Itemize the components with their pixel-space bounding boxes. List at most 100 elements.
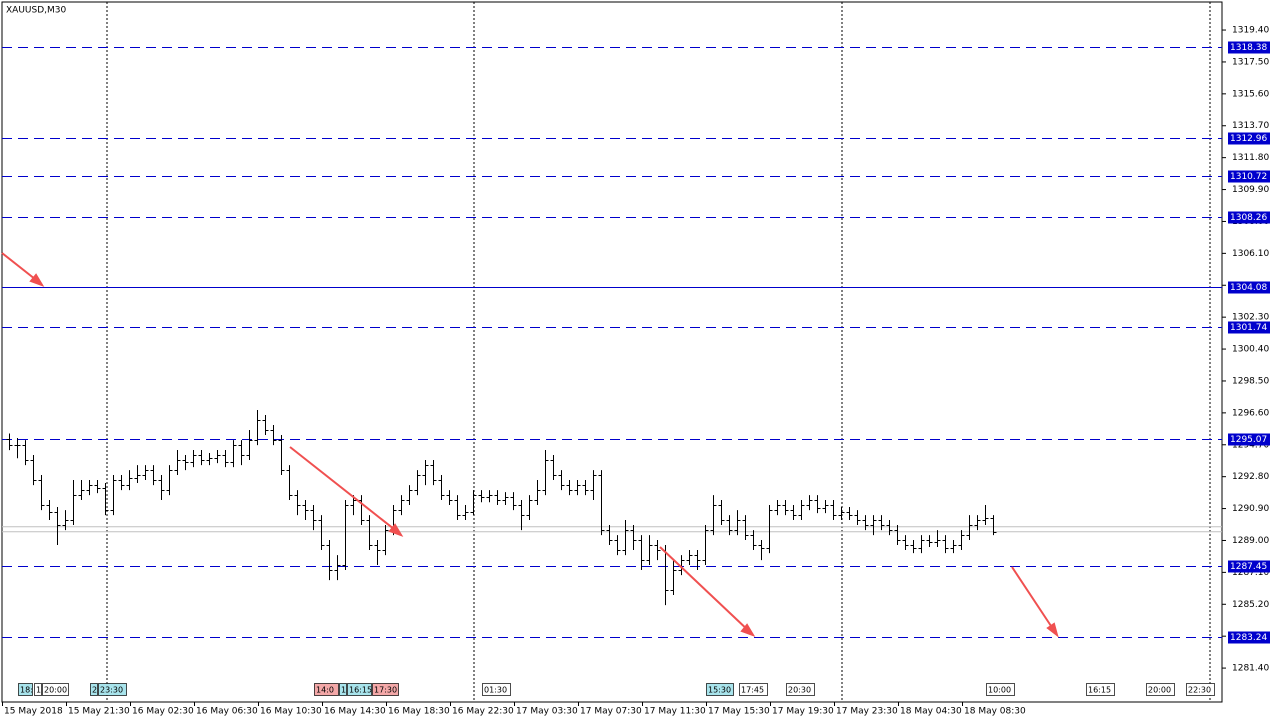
x-tick-label: 17 May 07:30	[580, 707, 642, 717]
event-label: 01:30	[484, 686, 507, 695]
level-label-box	[1228, 41, 1270, 54]
x-tick-label: 17 May 23:30	[836, 707, 898, 717]
event-label: 1	[36, 686, 41, 695]
x-tick-label: 17 May 11:30	[644, 707, 706, 717]
x-tick-label: 18 May 08:30	[964, 707, 1026, 717]
event-label-box	[482, 683, 511, 696]
level-label-box	[1228, 132, 1270, 145]
level-label-box	[1228, 321, 1270, 334]
event-label-box	[18, 683, 33, 696]
level-label: 1310.72	[1230, 172, 1267, 182]
event-label-box	[739, 683, 768, 696]
event-label-box	[34, 683, 42, 696]
arrow-head	[29, 273, 45, 287]
level-label: 1312.96	[1230, 134, 1267, 144]
level-label: 1287.45	[1230, 562, 1267, 572]
event-label-box	[1086, 683, 1115, 696]
y-tick-label: 1311.80	[1232, 153, 1269, 163]
y-tick-label: 1292.80	[1232, 472, 1269, 482]
level-label-box	[1228, 170, 1270, 183]
x-tick-label: 16 May 02:30	[132, 707, 194, 717]
level-label-box	[1228, 433, 1270, 446]
event-label: 18:	[20, 686, 33, 695]
x-tick-label: 16 May 06:30	[196, 707, 258, 717]
x-tick-label: 17 May 15:30	[708, 707, 770, 717]
period-separators	[106, 2, 1211, 702]
arrow	[289, 446, 400, 534]
x-tick-label: 15 May 2018	[4, 707, 63, 717]
event-label: 15:30	[708, 686, 731, 695]
y-tick-label: 1315.60	[1232, 89, 1269, 99]
event-label-box	[986, 683, 1015, 696]
level-label: 1304.08	[1230, 283, 1267, 293]
event-label-box	[706, 683, 734, 696]
y-tick-label: 1309.90	[1232, 185, 1269, 195]
y-tick-label: 1290.90	[1232, 504, 1269, 514]
arrow	[1011, 566, 1056, 633]
event-label: 16:15	[1088, 686, 1111, 695]
event-label-box	[314, 683, 339, 696]
y-tick-label: 1317.50	[1232, 57, 1269, 67]
y-tick-label: 1281.40	[1232, 664, 1269, 674]
event-label: 17:30	[374, 686, 397, 695]
x-tick-label: 17 May 19:30	[772, 707, 834, 717]
arrow-head	[388, 523, 404, 537]
y-tick-label: 1302.30	[1232, 313, 1269, 323]
event-label-box	[347, 683, 372, 696]
bars	[6, 410, 997, 606]
event-label-box	[98, 683, 127, 696]
level-label-box	[1228, 281, 1270, 294]
y-tick-label: 1306.10	[1232, 249, 1269, 259]
event-label: 20:30	[788, 686, 811, 695]
x-tick-label: 17 May 03:30	[516, 707, 578, 717]
event-label-box	[1146, 683, 1175, 696]
arrow	[659, 546, 752, 634]
x-tick-label: 15 May 21:30	[68, 707, 130, 717]
arrows	[1, 252, 1059, 638]
event-label: 20:00	[1148, 686, 1171, 695]
y-tick-label: 1298.50	[1232, 376, 1269, 386]
level-label: 1295.07	[1230, 435, 1267, 445]
level-label-box	[1228, 211, 1270, 224]
event-label: 2	[92, 686, 97, 695]
event-label-box	[42, 683, 69, 696]
y-tick-label: 1285.20	[1232, 600, 1269, 610]
y-tick-label: 1296.60	[1232, 408, 1269, 418]
x-tick-label: 16 May 18:30	[388, 707, 450, 717]
event-label-box	[372, 683, 399, 696]
level-label-box	[1228, 560, 1270, 573]
level-label-box	[1228, 631, 1270, 644]
event-label-box	[339, 683, 347, 696]
plot-frame	[1, 1, 1223, 703]
chart-title: XAUUSD,M30	[6, 6, 66, 16]
x-tick-label: 16 May 10:30	[260, 707, 322, 717]
event-label-box	[1186, 683, 1215, 696]
y-tick-label: 1289.00	[1232, 536, 1269, 546]
arrow-head	[740, 623, 756, 637]
x-tick-label: 18 May 04:30	[900, 707, 962, 717]
level-label: 1318.38	[1230, 43, 1267, 53]
x-tick-label: 16 May 14:30	[324, 707, 386, 717]
levels	[2, 47, 1222, 638]
y-tick-label: 1313.70	[1232, 121, 1269, 131]
level-label: 1301.74	[1230, 323, 1267, 333]
y-tick-label: 1300.40	[1232, 345, 1269, 355]
event-label: 10:00	[988, 686, 1011, 695]
event-label: 17:45	[741, 686, 764, 695]
arrow-head	[1046, 622, 1059, 638]
event-label: 1	[341, 686, 346, 695]
event-label: 23:30	[100, 686, 123, 695]
x-tick-label: 16 May 22:30	[452, 707, 514, 717]
level-label: 1283.24	[1230, 633, 1267, 643]
event-label-box	[90, 683, 98, 696]
level-label: 1308.26	[1230, 213, 1267, 223]
event-label: 20:00	[44, 686, 67, 695]
y-tick-label: 1319.40	[1232, 26, 1269, 36]
event-label: 22:30	[1188, 686, 1211, 695]
y-tick-label: 1287.10	[1232, 568, 1269, 578]
event-label: 16:15	[349, 686, 372, 695]
event-label: 14:0	[316, 686, 334, 695]
event-label-box	[786, 683, 815, 696]
